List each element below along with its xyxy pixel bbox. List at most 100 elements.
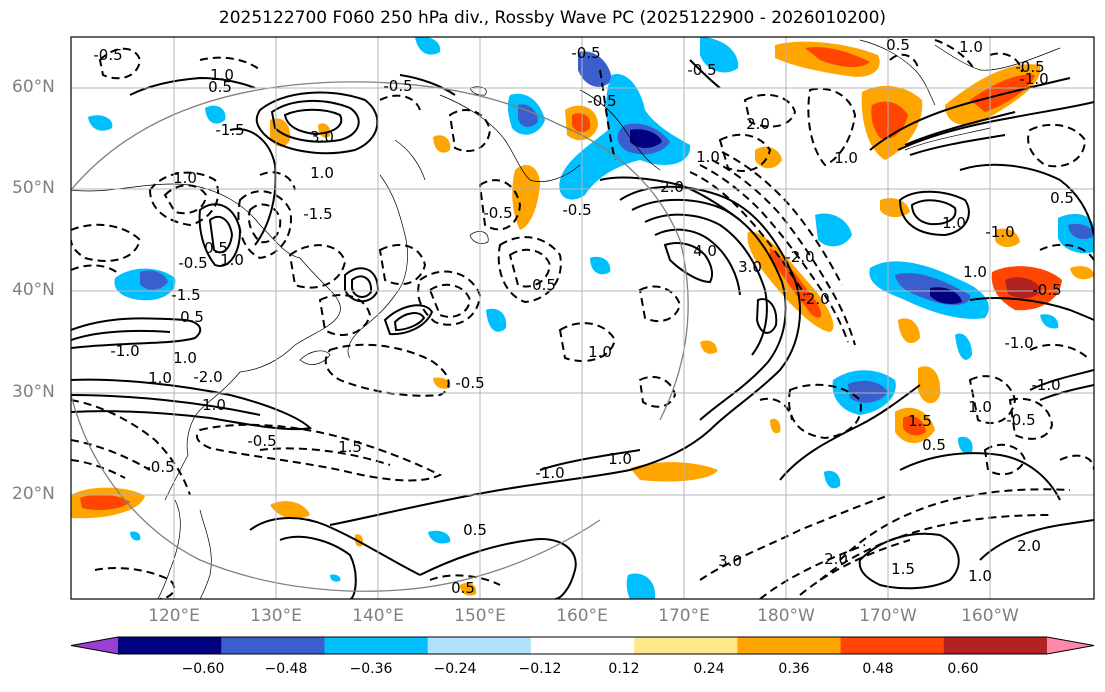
contour-label: 0.5 [532, 276, 556, 294]
lon-label: 180°W [757, 606, 815, 626]
contour-line [959, 163, 1094, 236]
colorbar-tick-label: 0.48 [862, 661, 894, 677]
contour-label: 1.0 [588, 343, 612, 361]
contour-label: 1.0 [173, 349, 197, 367]
map-frame [70, 36, 1095, 600]
contour-line [899, 452, 1061, 501]
lat-label: 30°N [12, 382, 55, 402]
contour-line [249, 517, 421, 576]
solid-contours [71, 59, 1094, 599]
contour-line [393, 312, 426, 332]
coastlines [71, 39, 1061, 599]
contour-line [478, 179, 522, 231]
contour-line [644, 213, 768, 356]
contour-label: 1.0 [608, 450, 632, 468]
great-circle-arc [71, 81, 561, 191]
contour-line [909, 134, 1006, 156]
contour-line [1008, 397, 1054, 440]
coastline [579, 89, 661, 171]
contour-line [71, 317, 202, 349]
lon-label: 170°E [658, 606, 710, 626]
contour-line [539, 449, 641, 471]
contour-line [318, 294, 372, 336]
contour-line [71, 394, 261, 416]
positive-blob [270, 501, 310, 519]
contour-label: 0.5 [208, 78, 232, 96]
colorbar-tick-label: −0.24 [433, 661, 477, 677]
contour-label: 1.0 [963, 263, 987, 281]
contour-line [237, 190, 292, 260]
contour-label: 1.5 [908, 412, 932, 430]
map-plot-area: -0.51.00.5 -0.5-1.5 3.01.0-1.51.00.5-0.5-1… [71, 36, 1094, 599]
contour-line [1027, 123, 1087, 168]
negative-blob [330, 574, 341, 582]
negative-blob [626, 573, 656, 599]
contour-label: 2.0 [746, 115, 770, 133]
negative-blob [415, 37, 441, 55]
contour-labels: -0.51.00.5 -0.5-1.5 3.01.0-1.51.00.5-0.5-1… [93, 36, 1074, 597]
contour-label: -0.5 [455, 374, 484, 392]
colorbar-tick-label: 0.60 [947, 661, 979, 677]
contour-line [324, 343, 450, 397]
coastline [199, 509, 212, 599]
contour-line [1039, 384, 1094, 401]
contour-line [904, 111, 1016, 146]
contour-label: -0.5 [1006, 411, 1035, 429]
contour-line [428, 283, 472, 318]
contour-line [247, 203, 282, 244]
contour-line [448, 109, 492, 152]
colorbar-segment [118, 637, 222, 654]
contour-line [71, 329, 171, 341]
negative-blob [518, 104, 538, 127]
negative-blob [590, 256, 611, 275]
contour-line [979, 519, 1094, 561]
contour-line [969, 297, 1094, 321]
positive-blob [460, 582, 477, 596]
negative-blob [824, 470, 841, 489]
negative-blob [955, 333, 972, 360]
contour-line [869, 77, 1071, 151]
positive-blob [433, 377, 451, 389]
colorbar-tick-label: −0.36 [349, 661, 393, 677]
contour-label: 2.0 [824, 550, 848, 568]
lon-label: 160°E [556, 606, 608, 626]
contour-line [1029, 369, 1094, 391]
contour-label: -1.5 [215, 121, 244, 139]
positive-blob [700, 340, 718, 354]
negative-blob [130, 531, 141, 541]
contour-line [755, 298, 778, 334]
negative-blob [700, 37, 739, 73]
contour-line [508, 248, 552, 288]
contour-line [934, 39, 976, 71]
contour-label: 1.0 [202, 396, 226, 414]
contour-line [889, 53, 919, 69]
lat-label: 60°N [12, 77, 55, 97]
contour-label: -0.5 [571, 44, 600, 62]
contour-label: -0.5 [247, 432, 276, 450]
contour-line [910, 199, 957, 226]
contour-line [839, 488, 1071, 561]
contour-line [721, 151, 843, 286]
colorbar-segment [840, 637, 945, 654]
positive-blob [995, 228, 1020, 248]
colorbar-segment [634, 637, 738, 654]
colorbar-tick-label: 0.24 [693, 661, 725, 677]
contour-label: 1.0 [959, 38, 983, 56]
contour-line [196, 423, 443, 482]
coastline [904, 127, 991, 151]
contour-label: -1.0 [1031, 376, 1060, 394]
contour-label: 0.5 [886, 36, 910, 54]
colorbar-tick-label: 0.36 [778, 661, 810, 677]
contour-line [779, 384, 921, 481]
contour-line [255, 91, 379, 155]
negative-blob [1068, 224, 1094, 240]
contour-line [429, 574, 501, 586]
contour-label: -0.5 [483, 204, 512, 222]
contour-line [199, 56, 261, 71]
lon-label: 150°E [454, 606, 506, 626]
contour-label: 1.0 [148, 369, 172, 387]
contour-line [259, 447, 391, 466]
contour-label: 0.5 [463, 521, 487, 539]
great-circle-arc [559, 124, 689, 421]
